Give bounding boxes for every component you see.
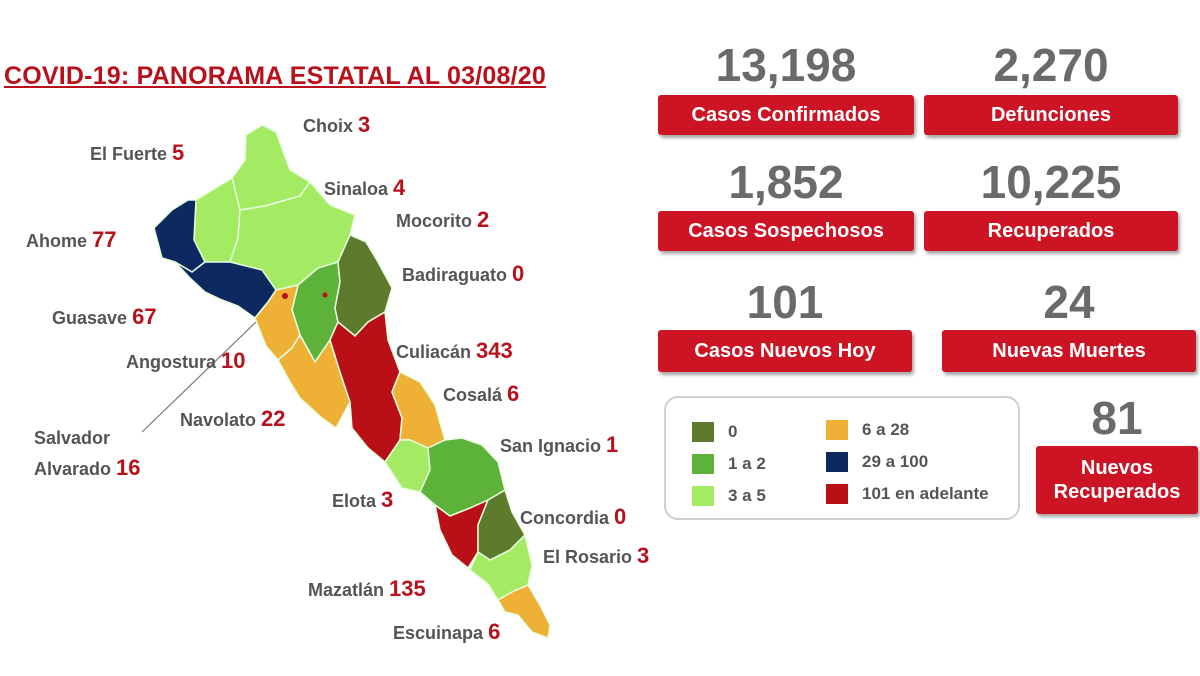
marker-dot (282, 293, 288, 299)
legend-swatch (692, 486, 714, 506)
suspected-label: Casos Sospechosos (658, 211, 914, 251)
label-badiraguato: Badiraguato 0 (402, 261, 525, 286)
region-el-fuerte (193, 176, 241, 263)
label-san-ignacio: San Ignacio 1 (500, 432, 619, 457)
recovered-label: Recuperados (924, 211, 1178, 251)
region-escuinapa (496, 584, 551, 640)
label-culiacan: Culiacán 343 (396, 338, 513, 363)
label-el-rosario: El Rosario 3 (543, 543, 650, 568)
confirmed-value: 13,198 (715, 39, 857, 91)
region-guasave (174, 261, 277, 320)
label-escuinapa: Escuinapa 6 (393, 619, 501, 644)
new-recovered-label-line1: Nuevos (1080, 457, 1154, 479)
new-recovered-label: Nuevos Recuperados (1036, 446, 1198, 514)
legend-item-101-plus: 101 en adelante (826, 484, 989, 504)
label-mazatlan: Mazatlán 135 (308, 576, 426, 601)
new-deaths-value: 24 (1043, 276, 1095, 328)
label-elota: Elota 3 (332, 487, 394, 512)
legend-item-6-28: 6 a 28 (826, 420, 909, 440)
new-recovered-value: 81 (1091, 392, 1143, 444)
legend-swatch (692, 454, 714, 474)
label-mocorito: Mocorito 2 (396, 207, 490, 232)
legend-item-0: 0 (692, 422, 737, 442)
legend-swatch (826, 420, 848, 440)
label-choix: Choix 3 (303, 112, 371, 137)
label-angostura: Angostura 10 (126, 348, 246, 373)
legend-swatch (826, 484, 848, 504)
legend-item-29-100: 29 a 100 (826, 452, 928, 472)
region-angostura (254, 284, 301, 362)
legend-item-3-5: 3 a 5 (692, 486, 766, 506)
deaths-label: Defunciones (924, 95, 1178, 135)
region-cosala (391, 370, 446, 449)
new-today-label: Casos Nuevos Hoy (658, 330, 912, 372)
label-concordia: Concordia 0 (520, 504, 627, 529)
suspected-value: 1,852 (728, 156, 844, 208)
label-sinaloa: Sinaloa 4 (324, 175, 406, 200)
confirmed-label: Casos Confirmados (658, 95, 914, 135)
label-guasave: Guasave 67 (52, 304, 157, 329)
legend-swatch (826, 452, 848, 472)
label-navolato: Navolato 22 (180, 406, 286, 431)
page-title: COVID-19: PANORAMA ESTATAL AL 03/08/20 (4, 62, 546, 90)
legend-item-1-2: 1 a 2 (692, 454, 766, 474)
new-recovered-label-line2: Recuperados (1053, 481, 1181, 503)
sinaloa-map (141, 124, 551, 640)
legend-swatch (692, 422, 714, 442)
label-el-fuerte: El Fuerte 5 (90, 140, 185, 165)
legend: 0 1 a 2 3 a 5 6 a 28 29 a 100 101 en ade… (664, 396, 1020, 520)
marker-dot (322, 292, 328, 298)
label-cosala: Cosalá 6 (443, 381, 520, 406)
new-deaths-label: Nuevas Muertes (942, 330, 1196, 372)
deaths-value: 2,270 (993, 39, 1109, 91)
region-ahome (153, 199, 206, 273)
new-today-value: 101 (746, 276, 824, 328)
recovered-value: 10,225 (980, 156, 1122, 208)
label-ahome: Ahome 77 (26, 227, 117, 252)
label-salvador-alvarado: Salvador Alvarado 16 (34, 428, 141, 480)
